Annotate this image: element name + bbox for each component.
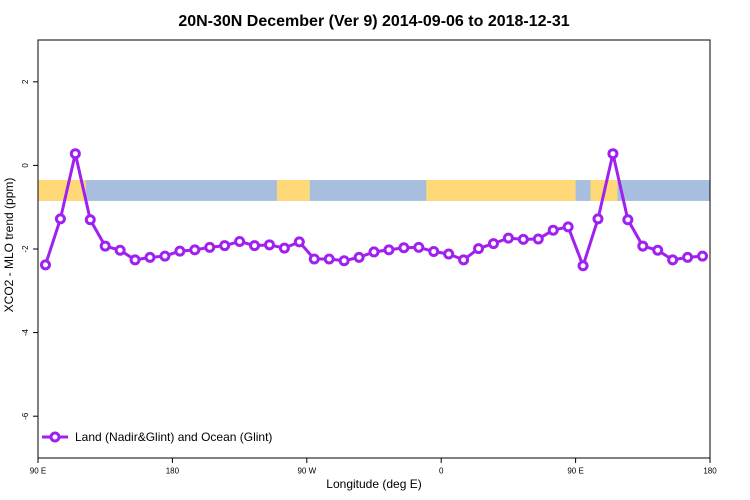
data-point (129, 254, 141, 266)
data-point (84, 214, 96, 226)
y-tick-label: -6 (21, 412, 30, 420)
data-point (458, 254, 470, 266)
data-point (144, 251, 156, 263)
data-point (443, 248, 455, 260)
data-point (204, 241, 216, 253)
data-point (189, 244, 201, 256)
x-tick-label: 180 (166, 467, 180, 476)
data-point (368, 246, 380, 258)
map-land-2 (426, 180, 576, 201)
legend-marker-swatch (49, 431, 61, 443)
y-tick-label: -2 (21, 245, 30, 253)
data-point (413, 241, 425, 253)
x-axis: 90 E 180 90 W 0 90 E 180 (30, 458, 717, 476)
data-point (278, 242, 290, 254)
data-point (547, 224, 559, 236)
data-point (487, 238, 499, 250)
data-point (383, 244, 395, 256)
map-land-0 (38, 180, 86, 201)
x-tick-label: 90 E (30, 467, 46, 476)
data-point (308, 253, 320, 265)
data-point (39, 259, 51, 271)
data-point (428, 246, 440, 258)
y-axis-label: XCO2 - MLO trend (ppm) (2, 178, 16, 313)
data-point (398, 242, 410, 254)
data-point (592, 213, 604, 225)
y-tick-label: 2 (21, 79, 30, 84)
data-point (667, 254, 679, 266)
legend: Land (Nadir&Glint) and Ocean (Glint) (42, 430, 272, 444)
data-point (69, 148, 81, 160)
data-point (562, 221, 574, 233)
data-point (473, 243, 485, 255)
data-point (323, 253, 335, 265)
x-tick-label: 180 (703, 467, 717, 476)
data-point (517, 233, 529, 245)
x-axis-label: Longitude (deg E) (326, 477, 421, 491)
x-tick-label: 90 W (297, 467, 316, 476)
data-point (637, 240, 649, 252)
data-point (353, 251, 365, 263)
data-point (54, 213, 66, 225)
data-point (234, 235, 246, 247)
data-point (159, 250, 171, 262)
data-point (622, 214, 634, 226)
data-point (249, 240, 261, 252)
map-strip (38, 180, 710, 201)
data-point (502, 232, 514, 244)
y-tick-label: -4 (21, 328, 30, 336)
y-axis: -6 -4 -2 0 2 (21, 79, 38, 420)
data-point (652, 244, 664, 256)
plot-frame (37, 39, 711, 459)
data-point (174, 245, 186, 257)
data-point (682, 251, 694, 263)
data-point (219, 240, 231, 252)
data-point (293, 236, 305, 248)
chart-title: 20N-30N December (Ver 9) 2014-09-06 to 2… (178, 13, 569, 30)
map-land-1 (276, 180, 310, 201)
series-layer (39, 148, 709, 272)
data-point (338, 255, 350, 267)
y-tick-label: 0 (21, 163, 30, 168)
data-point (697, 250, 709, 262)
data-point (532, 233, 544, 245)
legend-label: Land (Nadir&Glint) and Ocean (Glint) (75, 430, 272, 444)
x-tick-label: 0 (439, 467, 444, 476)
data-point (99, 240, 111, 252)
data-point (263, 239, 275, 251)
data-point (114, 244, 126, 256)
x-tick-label: 90 E (567, 467, 583, 476)
data-point (577, 260, 589, 272)
data-point (607, 148, 619, 160)
